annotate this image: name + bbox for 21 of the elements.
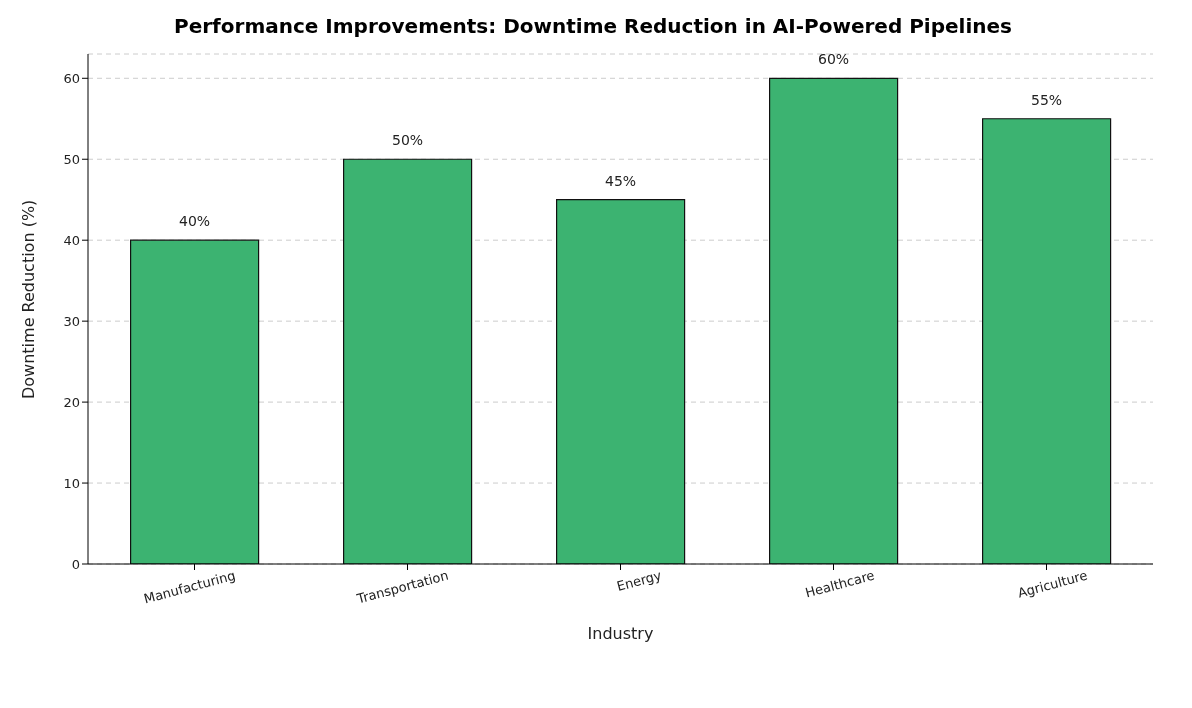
data-label: 40% bbox=[179, 213, 211, 230]
data-label: 55% bbox=[1031, 91, 1063, 108]
y-tick-label: 50 bbox=[63, 151, 80, 167]
bar bbox=[982, 118, 1112, 564]
bar bbox=[556, 199, 686, 564]
y-tick-label: 30 bbox=[63, 313, 80, 329]
data-label: 60% bbox=[818, 51, 850, 68]
x-tick-label: Energy bbox=[615, 567, 664, 594]
y-tick-label: 60 bbox=[63, 70, 80, 86]
x-axis-title: Industry bbox=[587, 624, 654, 643]
y-tick-label: 20 bbox=[63, 394, 80, 410]
bar bbox=[769, 77, 899, 564]
y-tick-label: 0 bbox=[71, 556, 80, 572]
data-label: 50% bbox=[392, 132, 424, 149]
y-tick-label: 10 bbox=[63, 475, 80, 491]
y-axis-title: Downtime Reduction (%) bbox=[18, 199, 38, 399]
bar bbox=[343, 158, 473, 564]
bar bbox=[130, 239, 260, 564]
y-tick-label: 40 bbox=[63, 232, 80, 248]
chart-title: Performance Improvements: Downtime Reduction in AI-Powered Pipelines bbox=[173, 14, 1013, 38]
data-label: 45% bbox=[605, 172, 637, 189]
